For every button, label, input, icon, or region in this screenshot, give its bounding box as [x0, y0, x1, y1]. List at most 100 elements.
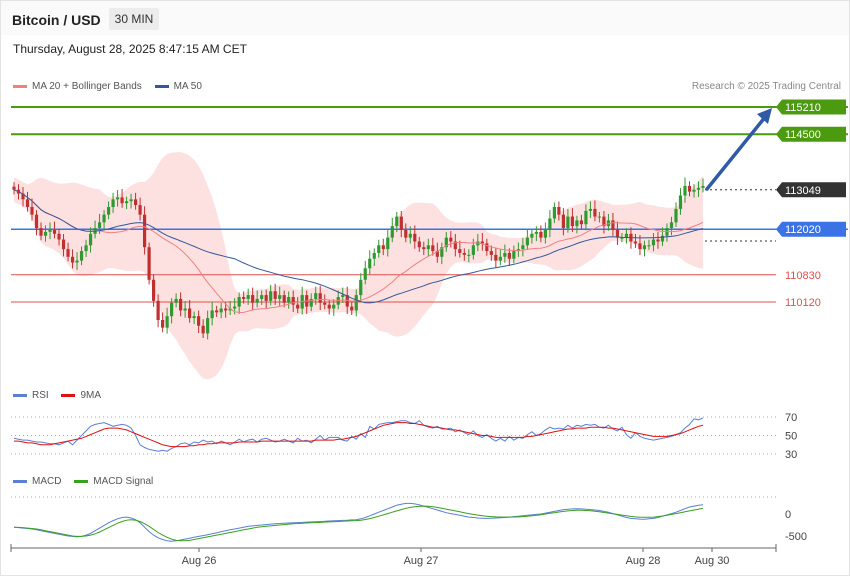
candle: [575, 215, 579, 234]
legend-swatch-ma20: [13, 84, 27, 88]
candle: [395, 211, 399, 233]
candle-body: [170, 302, 174, 317]
candle-body: [88, 233, 93, 246]
candle-body: [255, 298, 259, 303]
candle: [219, 302, 223, 319]
candle-body: [327, 304, 331, 309]
candle-body: [147, 247, 151, 280]
candle: [467, 249, 471, 263]
candle-body: [43, 231, 48, 236]
candle-body: [656, 239, 660, 242]
legend-rsi-ma-label: 9MA: [80, 390, 102, 401]
candle: [404, 223, 408, 243]
candle-body: [106, 206, 111, 215]
candle: [543, 222, 547, 244]
candle-body: [683, 185, 687, 196]
research-credit: Research © 2025 Trading Central: [691, 81, 841, 92]
legend-macd-label: MACD: [32, 476, 62, 487]
macd-line: [13, 502, 704, 542]
candle-body: [215, 310, 219, 313]
candle-body: [30, 206, 34, 215]
candle: [557, 201, 561, 221]
candle: [120, 188, 124, 208]
candle-body: [660, 235, 665, 242]
candle-body: [25, 199, 30, 207]
candle-body: [206, 318, 210, 334]
candle: [142, 206, 147, 255]
candle: [350, 302, 354, 316]
candle-body: [462, 252, 466, 255]
candle-body: [228, 308, 232, 311]
candle: [642, 240, 647, 257]
candle-body: [692, 189, 696, 192]
candle: [458, 240, 462, 258]
candle: [359, 273, 363, 303]
candle-body: [386, 237, 390, 250]
candle-body: [503, 252, 507, 257]
candle-body: [61, 239, 66, 250]
rsi-level-label-30: 30: [785, 449, 797, 461]
candle: [593, 200, 597, 222]
candle: [372, 248, 376, 266]
candle-body: [156, 300, 160, 321]
candle-body: [12, 186, 16, 190]
candle: [354, 289, 358, 317]
price-level-tag-bg: [776, 221, 846, 237]
candle-body: [287, 297, 291, 303]
candle: [183, 301, 187, 318]
candle-body: [251, 295, 255, 303]
candle-body: [84, 245, 88, 252]
candle-body: [264, 295, 268, 301]
candle: [70, 249, 75, 269]
x-tick-label: Aug 30: [695, 555, 730, 567]
candle: [323, 294, 327, 310]
candle-body: [210, 310, 214, 319]
candle: [417, 236, 421, 252]
candle: [278, 286, 282, 307]
candle-body: [701, 185, 705, 188]
candle-body: [579, 220, 584, 225]
timeframe-button[interactable]: 30 MIN: [109, 8, 159, 30]
candle: [516, 242, 520, 257]
candle: [377, 239, 381, 258]
candle: [133, 192, 138, 210]
bollinger-band-fill: [14, 152, 703, 380]
candle-body: [426, 245, 430, 250]
candle: [674, 202, 678, 227]
candle-body: [133, 199, 138, 206]
candle-body: [516, 249, 520, 252]
candle: [309, 293, 313, 312]
candle-body: [638, 243, 642, 250]
candle: [75, 252, 79, 270]
legend-swatch-ma50: [154, 84, 169, 88]
candle: [413, 225, 417, 249]
candle: [602, 211, 606, 234]
candle-body: [188, 308, 192, 319]
candle-body: [444, 237, 448, 248]
candle: [584, 204, 588, 231]
candle: [156, 294, 160, 328]
candle-body: [242, 297, 246, 299]
candle: [66, 242, 70, 262]
candle: [79, 246, 84, 266]
candle: [255, 290, 259, 308]
candle-body: [584, 210, 588, 225]
candle: [161, 312, 165, 333]
candle: [115, 189, 120, 207]
candle: [25, 191, 30, 212]
candle-body: [530, 233, 534, 238]
candle-body: [525, 237, 529, 246]
candle-body: [377, 245, 381, 253]
candle-body: [179, 298, 183, 311]
legend-swatch-macd: [13, 479, 27, 483]
candle-body: [192, 316, 196, 319]
candle-body: [273, 291, 277, 299]
candle-body: [422, 247, 426, 250]
candle-body: [521, 245, 525, 250]
candle-body: [278, 295, 282, 299]
candle-body: [696, 187, 701, 190]
candle: [701, 178, 705, 193]
candle: [152, 274, 156, 307]
candle: [453, 233, 457, 257]
